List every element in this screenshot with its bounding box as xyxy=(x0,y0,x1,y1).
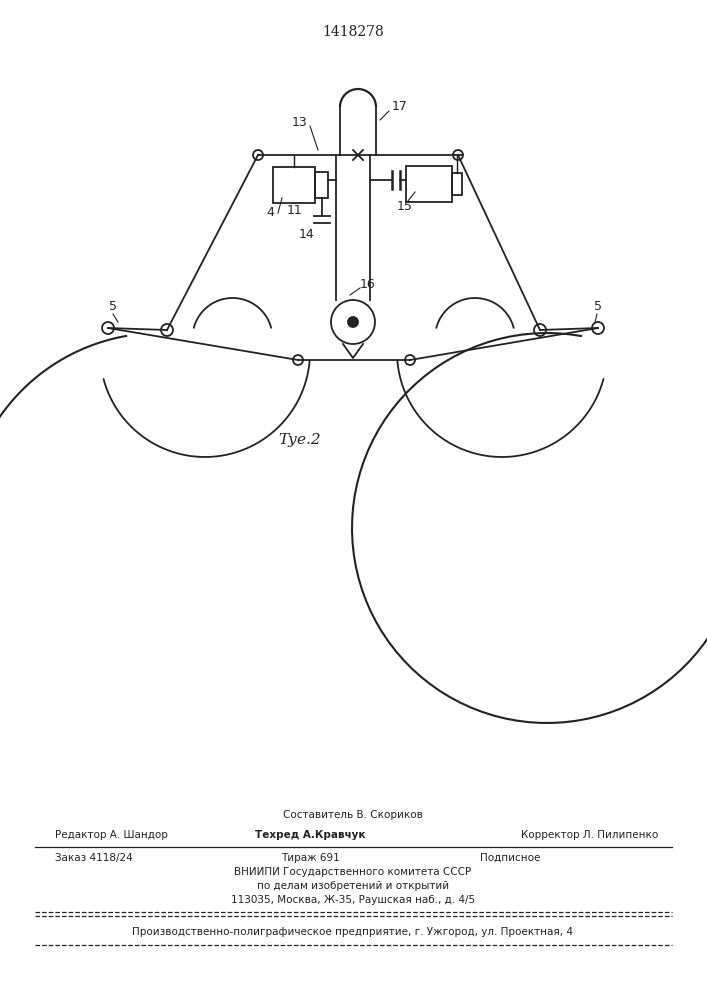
Text: Редактор А. Шандор: Редактор А. Шандор xyxy=(55,830,168,840)
Text: Заказ 4118/24: Заказ 4118/24 xyxy=(55,853,133,863)
Text: 11: 11 xyxy=(287,204,303,217)
Bar xyxy=(452,173,462,195)
Text: Τуе.2: Τуе.2 xyxy=(279,433,321,447)
Text: Подписное: Подписное xyxy=(480,853,540,863)
Text: Техред А.Кравчук: Техред А.Кравчук xyxy=(255,830,366,840)
Text: Тираж 691: Тираж 691 xyxy=(281,853,339,863)
Bar xyxy=(273,167,315,203)
Text: по делам изобретений и открытий: по делам изобретений и открытий xyxy=(257,881,449,891)
Text: 4: 4 xyxy=(266,207,274,220)
Text: ВНИИПИ Государственного комитета СССР: ВНИИПИ Государственного комитета СССР xyxy=(235,867,472,877)
Text: Корректор Л. Пилипенко: Корректор Л. Пилипенко xyxy=(521,830,659,840)
Text: 14: 14 xyxy=(299,229,315,241)
Text: 15: 15 xyxy=(397,200,413,214)
Text: 1418278: 1418278 xyxy=(322,25,384,39)
Bar xyxy=(406,166,452,202)
Text: 13: 13 xyxy=(292,115,308,128)
Text: 113035, Москва, Ж-35, Раушская наб., д. 4/5: 113035, Москва, Ж-35, Раушская наб., д. … xyxy=(231,895,475,905)
Text: Составитель В. Скориков: Составитель В. Скориков xyxy=(283,810,423,820)
Circle shape xyxy=(348,317,358,327)
Text: 5: 5 xyxy=(109,300,117,314)
Text: Производственно-полиграфическое предприятие, г. Ужгород, ул. Проектная, 4: Производственно-полиграфическое предприя… xyxy=(132,927,573,937)
Text: 5: 5 xyxy=(594,300,602,314)
Text: 16: 16 xyxy=(360,277,376,290)
Bar xyxy=(315,172,328,198)
Text: 17: 17 xyxy=(392,101,408,113)
